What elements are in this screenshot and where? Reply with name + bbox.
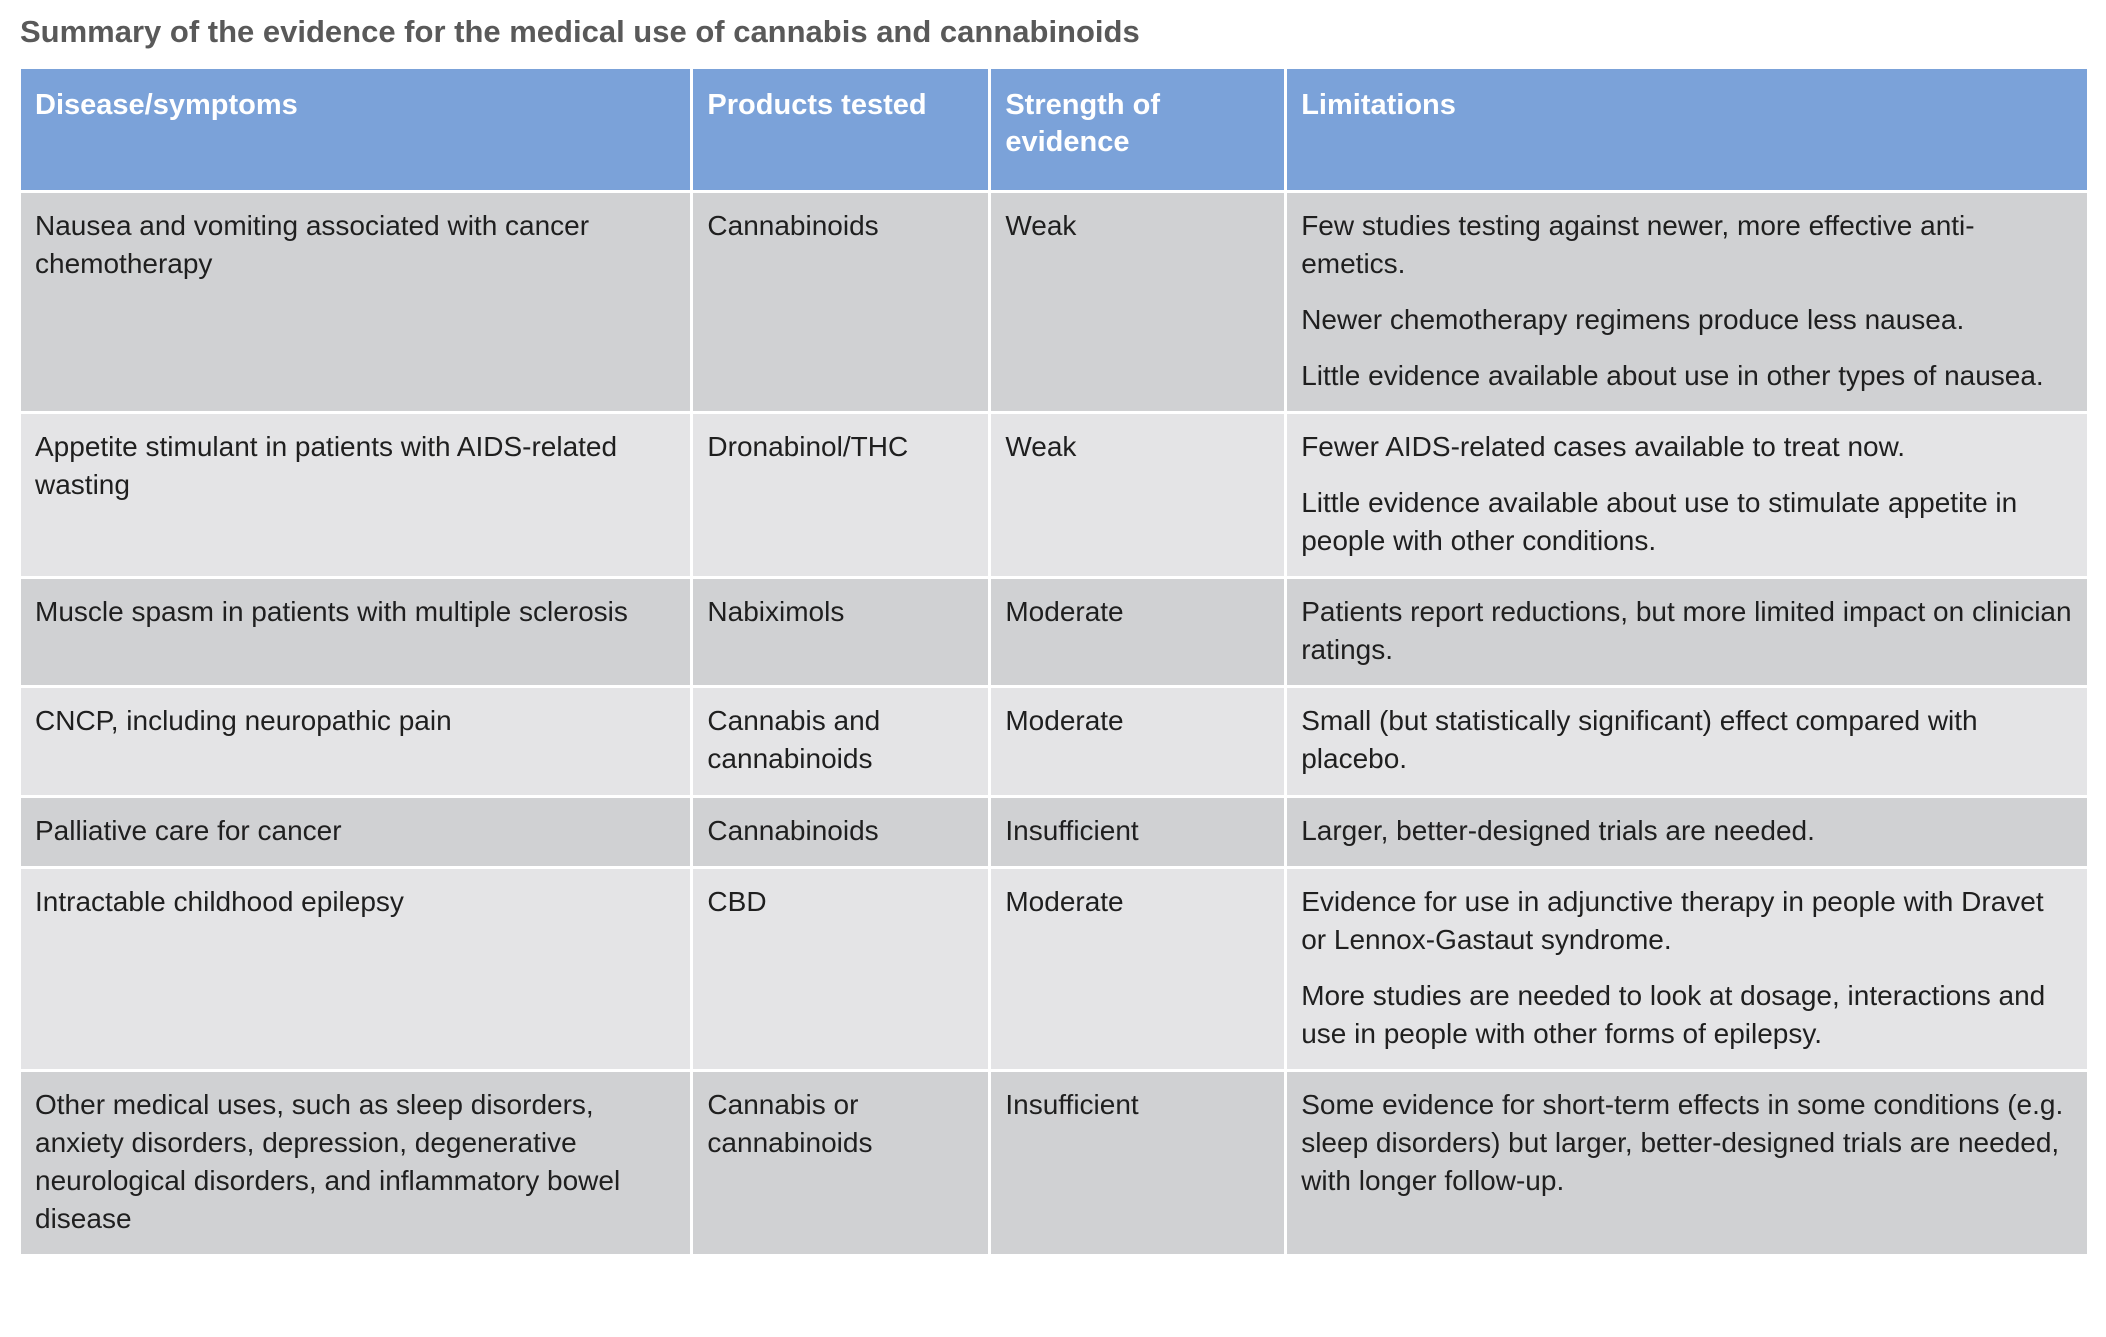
evidence-table: Disease/symptoms Products tested Strengt…: [17, 65, 2090, 1258]
limitation-paragraph: Little evidence available about use in o…: [1301, 359, 2044, 391]
limitations-cell: Some evidence for short-term effects in …: [1284, 1068, 2090, 1258]
products-cell: Cannabinoids: [690, 794, 992, 869]
table-row: Palliative care for cancer Cannabinoids …: [17, 794, 2090, 869]
table-row: Other medical uses, such as sleep disord…: [17, 1068, 2090, 1258]
disease-cell: Appetite stimulant in patients with AIDS…: [17, 410, 694, 580]
column-header-products: Products tested: [690, 65, 992, 193]
products-cell: Nabiximols: [690, 576, 992, 689]
column-header-strength: Strength of evidence: [988, 65, 1288, 193]
limitation-paragraph: More studies are needed to look at dosag…: [1301, 979, 2046, 1049]
limitations-cell: Small (but statistically significant) ef…: [1284, 685, 2090, 798]
limitation-paragraph: Some evidence for short-term effects in …: [1301, 1088, 2064, 1197]
limitation-paragraph: Newer chemotherapy regimens produce less…: [1301, 303, 1965, 335]
disease-cell: Palliative care for cancer: [17, 794, 694, 869]
products-cell: Cannabis and cannabinoids: [690, 685, 992, 798]
table-row: Nausea and vomiting associated with canc…: [17, 189, 2090, 414]
limitations-cell: Fewer AIDS-related cases available to tr…: [1284, 410, 2090, 580]
limitations-cell: Patients report reductions, but more lim…: [1284, 576, 2090, 689]
limitations-cell: Evidence for use in adjunctive therapy i…: [1284, 865, 2090, 1072]
strength-cell: Insufficient: [988, 1068, 1288, 1258]
strength-cell: Insufficient: [988, 794, 1288, 869]
strength-cell: Weak: [988, 189, 1288, 414]
limitation-paragraph: Small (but statistically significant) ef…: [1301, 705, 1978, 775]
header-row: Disease/symptoms Products tested Strengt…: [17, 65, 2090, 193]
strength-cell: Moderate: [988, 865, 1288, 1072]
products-cell: Dronabinol/THC: [690, 410, 992, 580]
disease-cell: Nausea and vomiting associated with canc…: [17, 189, 694, 414]
table-row: Intractable childhood epilepsy CBD Moder…: [17, 865, 2090, 1072]
page-title: Summary of the evidence for the medical …: [20, 14, 1140, 49]
table-row: Muscle spasm in patients with multiple s…: [17, 576, 2090, 689]
limitation-paragraph: Fewer AIDS-related cases available to tr…: [1301, 430, 1906, 462]
disease-cell: Other medical uses, such as sleep disord…: [17, 1068, 694, 1258]
disease-cell: Muscle spasm in patients with multiple s…: [17, 576, 694, 689]
limitation-paragraph: Patients report reductions, but more lim…: [1301, 596, 2072, 666]
column-header-disease: Disease/symptoms: [17, 65, 694, 193]
products-cell: Cannabinoids: [690, 189, 992, 414]
table-row: Appetite stimulant in patients with AIDS…: [17, 410, 2090, 580]
page: Summary of the evidence for the medical …: [17, 14, 2090, 1258]
column-header-limitations: Limitations: [1284, 65, 2090, 193]
limitation-paragraph: Little evidence available about use to s…: [1301, 487, 2018, 557]
disease-cell: Intractable childhood epilepsy: [17, 865, 694, 1072]
disease-cell: CNCP, including neuropathic pain: [17, 685, 694, 798]
products-cell: Cannabis or cannabinoids: [690, 1068, 992, 1258]
limitations-cell: Few studies testing against newer, more …: [1284, 189, 2090, 414]
limitation-paragraph: Few studies testing against newer, more …: [1301, 209, 1975, 279]
table-row: CNCP, including neuropathic pain Cannabi…: [17, 685, 2090, 798]
limitations-cell: Larger, better-designed trials are neede…: [1284, 794, 2090, 869]
limitation-paragraph: Larger, better-designed trials are neede…: [1301, 814, 1815, 846]
limitation-paragraph: Evidence for use in adjunctive therapy i…: [1301, 885, 2044, 955]
products-cell: CBD: [690, 865, 992, 1072]
strength-cell: Moderate: [988, 576, 1288, 689]
strength-cell: Weak: [988, 410, 1288, 580]
strength-cell: Moderate: [988, 685, 1288, 798]
